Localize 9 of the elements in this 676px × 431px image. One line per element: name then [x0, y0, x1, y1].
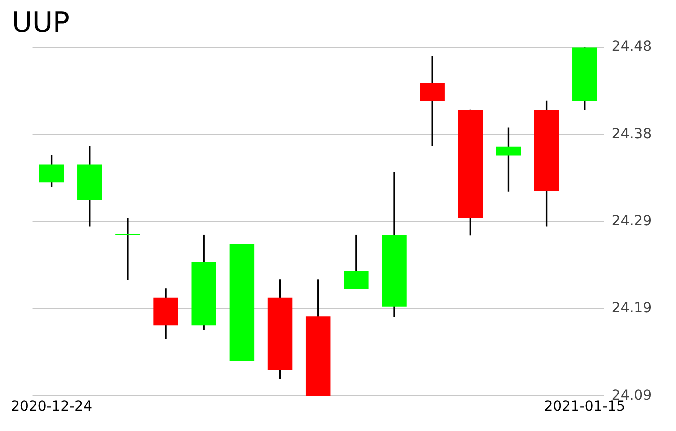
- chart-title: UUP: [12, 6, 70, 40]
- candlestick: [230, 244, 255, 362]
- y-tick-label: 24.48: [612, 39, 652, 56]
- y-tick-label: 24.38: [612, 126, 652, 142]
- candlestick: [420, 56, 445, 146]
- x-tick-label: 2020-12-24: [11, 399, 93, 416]
- y-tick-label: 24.29: [612, 214, 652, 230]
- y-tick-label: 24.19: [612, 300, 652, 317]
- candlestick: [116, 218, 140, 280]
